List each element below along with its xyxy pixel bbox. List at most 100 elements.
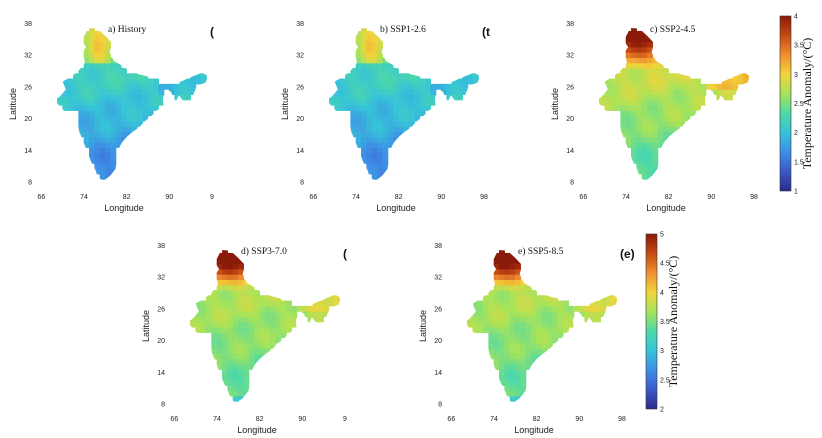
x-tick-label: 66 [170,416,178,423]
y-tick-label: 14 [434,370,442,377]
x-tick-label: 82 [665,194,673,201]
map-svg: 66 74 82 90 98 8 14 20 26 32 38 Longitude Latitude c)… [550,21,758,213]
map-svg: 66 74 82 90 98 8 14 20 26 32 38 Longitude Latitude b)… [280,21,490,213]
panel-title: a) History [108,24,147,35]
colorbar-bottom: 2 3 4 5 2.5 3.5 4.5 Temperature Anomaly/(°C) [644,232,684,417]
y-tick-label: 32 [434,275,442,282]
x-axis-label: Longitude [514,425,554,435]
y-tick-label: 8 [28,180,32,187]
y-tick-label: 26 [24,84,32,91]
y-tick-label: 38 [296,21,304,28]
y-tick-label: 20 [157,338,165,345]
panel-title: d) SSP3-7.0 [241,246,287,257]
colorbar-minor-tick: 4.5 [660,261,670,268]
y-tick-label: 20 [434,338,442,345]
x-axis-label: Longitude [237,425,277,435]
y-axis-label: Latitude [8,88,18,120]
x-tick-label: 82 [395,194,403,201]
y-tick-label: 38 [566,21,574,28]
y-tick-label: 26 [434,306,442,313]
map-panel-ssp370: 66 74 82 90 9 8 14 20 26 32 38 Longitude Latitude d) … [133,222,351,437]
panel-title: b) SSP1-2.6 [380,24,426,35]
y-axis-label: Latitude [550,88,560,120]
y-tick-label: 8 [300,180,304,187]
colorbar-tick-label: 5 [660,232,664,239]
temperature-field [467,250,617,402]
y-tick-label: 38 [24,21,32,28]
x-tick-label: 98 [480,194,488,201]
map-panel-ssp126: 66 74 82 90 98 8 14 20 26 32 38 Longitude Latitude b)… [272,0,490,215]
panel-title: e) SSP5-8.5 [518,246,564,257]
y-tick-label: 8 [570,180,574,187]
x-tick-label: 74 [80,194,88,201]
x-tick-label: 9 [343,416,347,423]
colorbar-minor-tick: 3.5 [660,319,670,326]
y-tick-label: 32 [157,275,165,282]
colorbar-gradient [645,233,658,410]
y-tick-label: 32 [296,53,304,60]
map-panel-ssp585: 66 74 82 90 98 8 14 20 26 32 38 Longitude Latitude e)… [410,222,635,437]
colorbar-tick-label: 3 [794,72,798,79]
y-axis-label: Latitude [141,310,151,342]
x-axis-label: Longitude [104,203,144,213]
x-tick-label: 66 [447,416,455,423]
x-tick-label: 74 [622,194,630,201]
colorbar-tick-label: 2 [794,130,798,137]
temperature-field [329,28,479,180]
colorbar-tick-label: 2 [660,407,664,414]
x-tick-label: 82 [123,194,131,201]
temperature-field [57,28,207,180]
y-axis-label: Latitude [418,310,428,342]
x-tick-label: 74 [490,416,498,423]
y-tick-label: 32 [566,53,574,60]
x-tick-label: 98 [750,194,758,201]
panel-title: c) SSP2-4.5 [650,24,696,35]
colorbar-label: Temperature Anomaly/(°C) [800,38,814,170]
x-tick-label: 90 [437,194,445,201]
temperature-field [599,28,749,180]
colorbar-minor-tick: 1.5 [794,159,804,166]
colorbar-tick-label: 4 [660,290,664,297]
colorbar-tick-label: 4 [794,14,798,21]
colorbar-tick-label: 3 [660,348,664,355]
colorbar-gradient [779,15,792,192]
y-tick-label: 20 [24,116,32,123]
y-tick-label: 14 [24,148,32,155]
map-panel-ssp245: 66 74 82 90 98 8 14 20 26 32 38 Longitude Latitude c)… [542,0,760,215]
y-tick-label: 14 [296,148,304,155]
colorbar-minor-tick: 2.5 [660,377,670,384]
colorbar-tick-label: 1 [794,189,798,196]
x-tick-label: 90 [165,194,173,201]
x-tick-label: 74 [352,194,360,201]
y-tick-label: 26 [296,84,304,91]
x-tick-label: 66 [579,194,587,201]
y-tick-label: 26 [566,84,574,91]
x-tick-label: 74 [213,416,221,423]
panel-label-fragment: ( [343,247,347,261]
map-svg: 66 74 82 90 981420263238LongitudeLatitudea) … [8,21,214,213]
y-tick-label: 8 [438,402,442,409]
y-tick-label: 14 [566,148,574,155]
y-tick-label: 20 [566,116,574,123]
y-axis-label: Latitude [280,88,290,120]
x-tick-label: 98 [618,416,626,423]
x-tick-label: 82 [256,416,264,423]
colorbar-minor-tick: 3.5 [794,43,804,50]
x-axis-label: Longitude [646,203,686,213]
x-tick-label: 90 [298,416,306,423]
x-tick-label: 82 [533,416,541,423]
x-axis-label: Longitude [376,203,416,213]
x-tick-label: 90 [707,194,715,201]
y-tick-label: 32 [24,53,32,60]
x-tick-label: 9 [210,194,214,201]
map-svg: 66 74 82 90 981420263238LongitudeLatituded) … [141,243,347,435]
colorbar-minor-tick: 2.5 [794,101,804,108]
y-tick-label: 14 [157,370,165,377]
map-svg: 66 74 82 90 98 8 14 20 26 32 38 Longitude Latitude e)… [418,243,635,435]
y-tick-label: 8 [161,402,165,409]
x-tick-label: 66 [309,194,317,201]
panel-label-fragment: (t [482,25,490,39]
colorbar-top: 1 2 3 4 1.5 2.5 3.5 Temperature Anomaly/(°C) [778,14,818,199]
